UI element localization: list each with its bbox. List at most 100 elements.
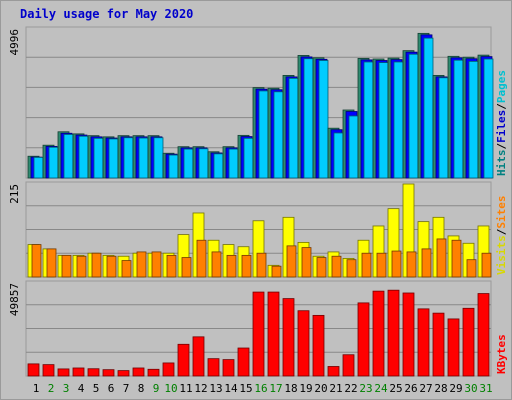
bar-pages — [453, 59, 464, 179]
bar-sites — [286, 245, 297, 278]
bar-kbytes — [417, 308, 430, 377]
bar-pages — [483, 58, 494, 179]
bar-kbytes — [432, 312, 445, 377]
x-tick-label: 7 — [123, 382, 130, 395]
x-tick-label: 24 — [374, 382, 388, 395]
bar-kbytes — [132, 367, 145, 377]
x-tick-label: 10 — [164, 382, 177, 395]
bar-kbytes — [177, 343, 190, 377]
x-tick-label: 2 — [48, 382, 55, 395]
bar-sites — [331, 255, 342, 278]
y-max-label: 49857 — [8, 283, 21, 316]
x-tick-label: 13 — [209, 382, 222, 395]
bar-kbytes — [192, 336, 205, 377]
x-tick-label: 6 — [108, 382, 115, 395]
bar-sites — [316, 257, 327, 278]
bar-kbytes — [447, 318, 460, 377]
bar-kbytes — [207, 358, 220, 377]
x-tick-label: 28 — [434, 382, 447, 395]
bar-sites — [346, 259, 357, 278]
x-tick-label: 30 — [464, 382, 477, 395]
bar-sites — [466, 259, 477, 278]
bar-sites — [361, 252, 372, 278]
bar-sites — [226, 254, 237, 278]
legend-entry: Sites — [495, 196, 508, 229]
bar-kbytes — [162, 362, 175, 377]
bar-pages — [468, 60, 479, 179]
bar-kbytes — [342, 354, 355, 377]
x-tick-label: 11 — [179, 382, 192, 395]
bar-kbytes — [282, 298, 295, 377]
legend-entry: / — [495, 228, 508, 235]
x-tick-label: 21 — [329, 382, 342, 395]
bar-kbytes — [462, 307, 475, 377]
bar-sites — [436, 238, 447, 278]
bar-pages — [33, 157, 44, 179]
bar-kbytes — [42, 364, 55, 377]
x-tick-label: 15 — [239, 382, 252, 395]
x-tick-label: 9 — [153, 382, 160, 395]
x-tick-label: 1 — [33, 382, 40, 395]
x-tick-label: 26 — [404, 382, 417, 395]
bar-kbytes — [102, 369, 115, 377]
bar-pages — [318, 60, 329, 179]
bar-pages — [168, 154, 179, 179]
bar-kbytes — [477, 293, 490, 377]
bar-sites — [46, 248, 57, 278]
bar-sites — [61, 254, 72, 278]
x-tick-label: 18 — [284, 382, 297, 395]
bar-kbytes — [327, 366, 340, 377]
bar-kbytes — [117, 370, 130, 377]
bar-pages — [243, 137, 254, 179]
bar-pages — [108, 138, 119, 179]
bar-sites — [166, 254, 177, 278]
bar-pages — [48, 146, 59, 179]
bar-sites — [151, 251, 162, 278]
bar-pages — [273, 91, 284, 179]
bar-sites — [241, 254, 252, 278]
bar-pages — [288, 77, 299, 179]
bar-kbytes — [297, 310, 310, 377]
bar-sites — [421, 248, 432, 278]
panel-visits: 215 Visits/Sites — [8, 181, 508, 278]
legend: Hits/Files/Pages — [495, 70, 508, 176]
bar-pages — [378, 62, 389, 179]
legend-entry: Files — [495, 110, 508, 143]
legend-entry: / — [495, 143, 508, 150]
bar-sites — [271, 265, 282, 278]
bar-pages — [348, 115, 359, 179]
x-tick-label: 5 — [93, 382, 100, 395]
bar-sites — [451, 239, 462, 278]
panel-hits: 4996 Hits/Files/Pages — [8, 26, 508, 179]
bar-sites — [391, 250, 402, 278]
bar-pages — [258, 90, 269, 179]
bar-kbytes — [357, 302, 370, 377]
bar-kbytes — [237, 347, 250, 377]
x-tick-label: 4 — [78, 382, 85, 395]
bar-pages — [78, 135, 89, 179]
legend-entry: Hits — [495, 150, 508, 177]
bar-sites — [406, 251, 417, 278]
bar-sites — [136, 251, 147, 278]
legend-entry: / — [495, 103, 508, 110]
chart-title: Daily usage for May 2020 — [20, 7, 194, 21]
legend: KBytes — [495, 334, 508, 374]
bar-sites — [31, 244, 42, 278]
bar-sites — [196, 239, 207, 278]
bar-kbytes — [87, 368, 100, 377]
bar-pages — [228, 148, 239, 179]
y-max-label: 4996 — [8, 29, 21, 56]
bar-sites — [256, 252, 267, 278]
bar-pages — [93, 137, 104, 179]
bar-sites — [91, 252, 102, 278]
bar-kbytes — [27, 363, 40, 377]
x-tick-label: 25 — [389, 382, 402, 395]
bar-pages — [138, 137, 149, 179]
bar-pages — [153, 137, 164, 179]
x-tick-label: 29 — [449, 382, 462, 395]
bar-pages — [303, 58, 314, 179]
legend-entry: Visits — [495, 235, 508, 275]
bar-pages — [183, 148, 194, 179]
